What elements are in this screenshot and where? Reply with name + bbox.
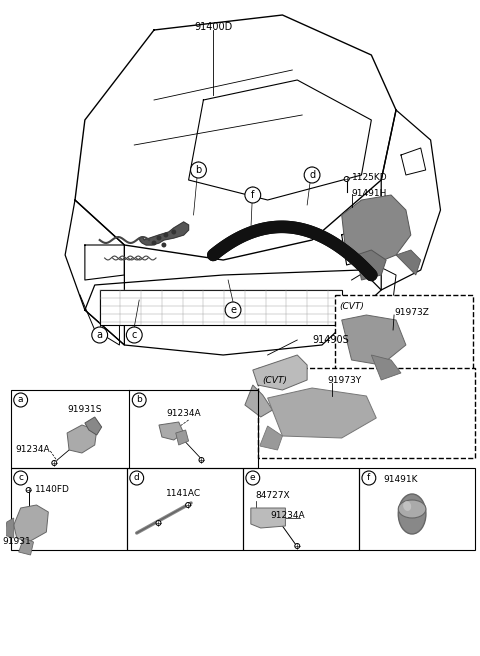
- Polygon shape: [4, 518, 14, 538]
- FancyBboxPatch shape: [258, 368, 475, 458]
- Text: (CVT): (CVT): [340, 302, 365, 311]
- Circle shape: [126, 327, 142, 343]
- Text: 91491H: 91491H: [351, 190, 387, 199]
- Circle shape: [186, 502, 191, 508]
- Polygon shape: [19, 538, 34, 555]
- Text: 1141AC: 1141AC: [167, 489, 202, 497]
- Circle shape: [245, 187, 261, 203]
- Polygon shape: [67, 425, 97, 453]
- Text: a: a: [18, 396, 24, 405]
- Circle shape: [52, 461, 57, 466]
- Text: e: e: [230, 305, 236, 315]
- Text: 91491K: 91491K: [384, 476, 418, 485]
- Polygon shape: [245, 385, 273, 417]
- Circle shape: [225, 302, 241, 318]
- Polygon shape: [357, 250, 386, 280]
- Polygon shape: [260, 426, 282, 450]
- Text: f: f: [251, 190, 254, 200]
- Polygon shape: [159, 422, 184, 440]
- Text: (CVT): (CVT): [263, 376, 288, 385]
- Circle shape: [156, 520, 161, 525]
- Polygon shape: [342, 195, 411, 265]
- Text: 91490S: 91490S: [312, 335, 349, 345]
- Text: c: c: [18, 474, 23, 483]
- Circle shape: [191, 162, 206, 178]
- Polygon shape: [396, 250, 421, 275]
- Circle shape: [92, 327, 108, 343]
- FancyBboxPatch shape: [335, 295, 473, 375]
- FancyBboxPatch shape: [100, 290, 342, 325]
- Text: e: e: [250, 474, 256, 483]
- Ellipse shape: [398, 494, 426, 534]
- Text: 91234A: 91234A: [166, 409, 201, 417]
- Ellipse shape: [398, 500, 426, 518]
- Circle shape: [132, 393, 146, 407]
- Text: d: d: [309, 170, 315, 180]
- Polygon shape: [14, 505, 48, 542]
- Text: b: b: [136, 396, 142, 405]
- Circle shape: [304, 167, 320, 183]
- Circle shape: [199, 457, 204, 462]
- Text: 91234A: 91234A: [16, 445, 50, 455]
- Circle shape: [295, 544, 300, 548]
- Bar: [11, 468, 127, 550]
- Circle shape: [344, 176, 349, 182]
- Polygon shape: [85, 417, 102, 435]
- Bar: [359, 468, 475, 550]
- Circle shape: [163, 232, 168, 237]
- Polygon shape: [139, 222, 189, 245]
- Text: 1140FD: 1140FD: [35, 485, 70, 495]
- Polygon shape: [268, 388, 376, 438]
- Text: d: d: [134, 474, 140, 483]
- Text: 91973Z: 91973Z: [394, 308, 429, 317]
- Circle shape: [26, 487, 31, 493]
- Text: b: b: [195, 165, 202, 175]
- Circle shape: [362, 471, 376, 485]
- Circle shape: [152, 241, 156, 245]
- Text: 91400D: 91400D: [194, 22, 232, 32]
- Circle shape: [14, 393, 27, 407]
- Bar: [11, 390, 258, 468]
- Polygon shape: [176, 430, 189, 445]
- Text: 91931S: 91931S: [68, 405, 102, 415]
- Text: 91931: 91931: [2, 537, 31, 546]
- Text: 1125KD: 1125KD: [351, 173, 387, 182]
- Circle shape: [161, 243, 167, 247]
- Polygon shape: [372, 355, 401, 380]
- Circle shape: [156, 236, 161, 241]
- Text: 91234A: 91234A: [271, 512, 305, 520]
- Polygon shape: [251, 508, 286, 528]
- Bar: [243, 468, 359, 550]
- Text: c: c: [132, 330, 137, 340]
- Circle shape: [14, 471, 27, 485]
- Polygon shape: [253, 355, 307, 390]
- Ellipse shape: [403, 501, 411, 511]
- Text: 84727X: 84727X: [256, 491, 290, 501]
- Circle shape: [246, 471, 260, 485]
- Circle shape: [171, 230, 176, 234]
- Text: a: a: [96, 330, 103, 340]
- Circle shape: [130, 471, 144, 485]
- Polygon shape: [342, 315, 406, 365]
- Bar: [127, 468, 243, 550]
- Text: f: f: [367, 474, 371, 483]
- Text: 91973Y: 91973Y: [327, 376, 361, 385]
